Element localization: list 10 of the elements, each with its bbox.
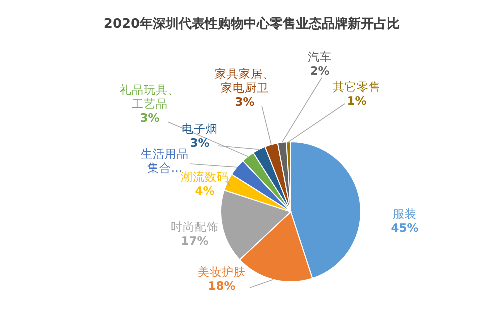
data-label: 17% [181, 234, 210, 248]
data-label: 18% [208, 279, 236, 293]
data-label: 1% [347, 94, 368, 108]
chart-title: 2020年深圳代表性购物中心零售业态品牌新开占比 [104, 16, 400, 32]
data-label: 4% [195, 184, 216, 198]
data-label: 3% [235, 95, 256, 109]
data-label: 3% [190, 136, 210, 150]
data-label: 45% [391, 221, 420, 235]
data-label: 3% [140, 111, 160, 125]
data-label: 2% [310, 64, 330, 78]
